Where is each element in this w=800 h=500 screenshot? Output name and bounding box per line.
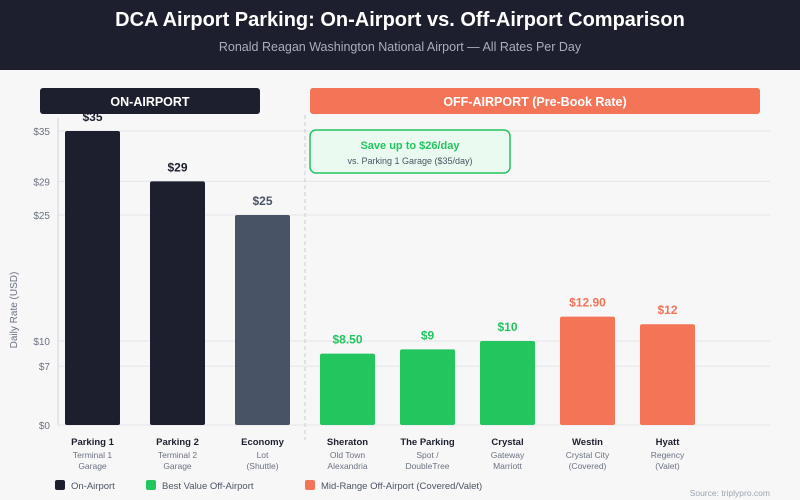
bar-the-parking	[400, 349, 455, 425]
value-label: $25	[252, 194, 272, 208]
y-tick-label: $10	[33, 337, 50, 348]
bar-parking-2	[150, 181, 205, 425]
x-tick-sublabel: (Covered)	[569, 461, 607, 471]
legend-label: Mid-Range Off-Airport (Covered/Valet)	[321, 481, 482, 492]
legend-label: On-Airport	[71, 481, 115, 492]
x-tick-label: Hyatt	[656, 437, 681, 448]
value-label: $8.50	[332, 333, 362, 347]
savings-annotation-text: vs. Parking 1 Garage ($35/day)	[347, 156, 472, 166]
x-tick-sublabel: Garage	[78, 461, 107, 471]
x-tick-sublabel: Spot /	[416, 450, 439, 460]
x-tick-sublabel: Gateway	[491, 450, 525, 460]
bar-crystal	[480, 341, 535, 425]
value-label: $9	[421, 328, 435, 342]
x-tick-label: Economy	[241, 437, 284, 448]
y-axis-title: Daily Rate (USD)	[9, 272, 20, 349]
y-tick-label: $0	[39, 421, 51, 432]
bar-hyatt	[640, 324, 695, 425]
bar-westin	[560, 316, 615, 425]
x-tick-sublabel: Lot	[257, 450, 269, 460]
x-tick-label: The Parking	[400, 437, 455, 448]
chart-title: DCA Airport Parking: On-Airport vs. Off-…	[115, 9, 685, 31]
x-tick-sublabel: Old Town	[330, 450, 366, 460]
group-header-label: ON-AIRPORT	[110, 95, 190, 109]
legend-swatch	[55, 480, 65, 490]
value-label: $29	[167, 160, 187, 174]
x-tick-label: Sheraton	[327, 437, 368, 448]
y-tick-label: $7	[39, 362, 51, 373]
bar-parking-1	[65, 131, 120, 425]
legend-label: Best Value Off-Airport	[162, 481, 254, 492]
group-header-off-airport	[310, 88, 760, 114]
value-label: $10	[497, 320, 517, 334]
x-tick-sublabel: DoubleTree	[405, 461, 449, 471]
savings-annotation-box	[309, 129, 511, 174]
x-tick-sublabel: Terminal 2	[158, 450, 197, 460]
group-header-label: OFF-AIRPORT (Pre-Book Rate)	[443, 95, 626, 109]
x-tick-sublabel: Terminal 1	[73, 450, 112, 460]
legend-swatch	[305, 480, 315, 490]
x-tick-sublabel: Alexandria	[327, 461, 367, 471]
y-tick-label: $25	[33, 211, 50, 222]
value-label: $12.90	[569, 296, 606, 310]
chart-subtitle: Ronald Reagan Washington National Airpor…	[218, 40, 582, 54]
x-tick-sublabel: Crystal City	[566, 450, 610, 460]
bar-economy	[235, 215, 290, 425]
value-label: $12	[657, 303, 677, 317]
legend-swatch	[146, 480, 156, 490]
x-tick-sublabel: (Shuttle)	[246, 461, 278, 471]
x-tick-sublabel: Marriott	[493, 461, 522, 471]
x-tick-sublabel: (Valet)	[655, 461, 680, 471]
y-tick-label: $35	[33, 127, 50, 138]
chart-header: DCA Airport Parking: On-Airport vs. Off-…	[0, 0, 800, 70]
x-tick-label: Parking 2	[156, 437, 199, 448]
y-tick-label: $29	[33, 177, 50, 188]
bar-sheraton	[320, 353, 375, 425]
x-tick-label: Westin	[572, 437, 603, 448]
savings-annotation-title: Save up to $26/day	[360, 140, 460, 152]
value-label: $35	[82, 110, 102, 124]
x-tick-label: Parking 1	[71, 437, 114, 448]
x-tick-sublabel: Garage	[163, 461, 192, 471]
x-tick-label: Crystal	[491, 437, 523, 448]
x-tick-sublabel: Regency	[651, 450, 685, 460]
source-note: Source: triplypro.com	[690, 488, 770, 498]
group-header-on-airport	[40, 88, 260, 114]
